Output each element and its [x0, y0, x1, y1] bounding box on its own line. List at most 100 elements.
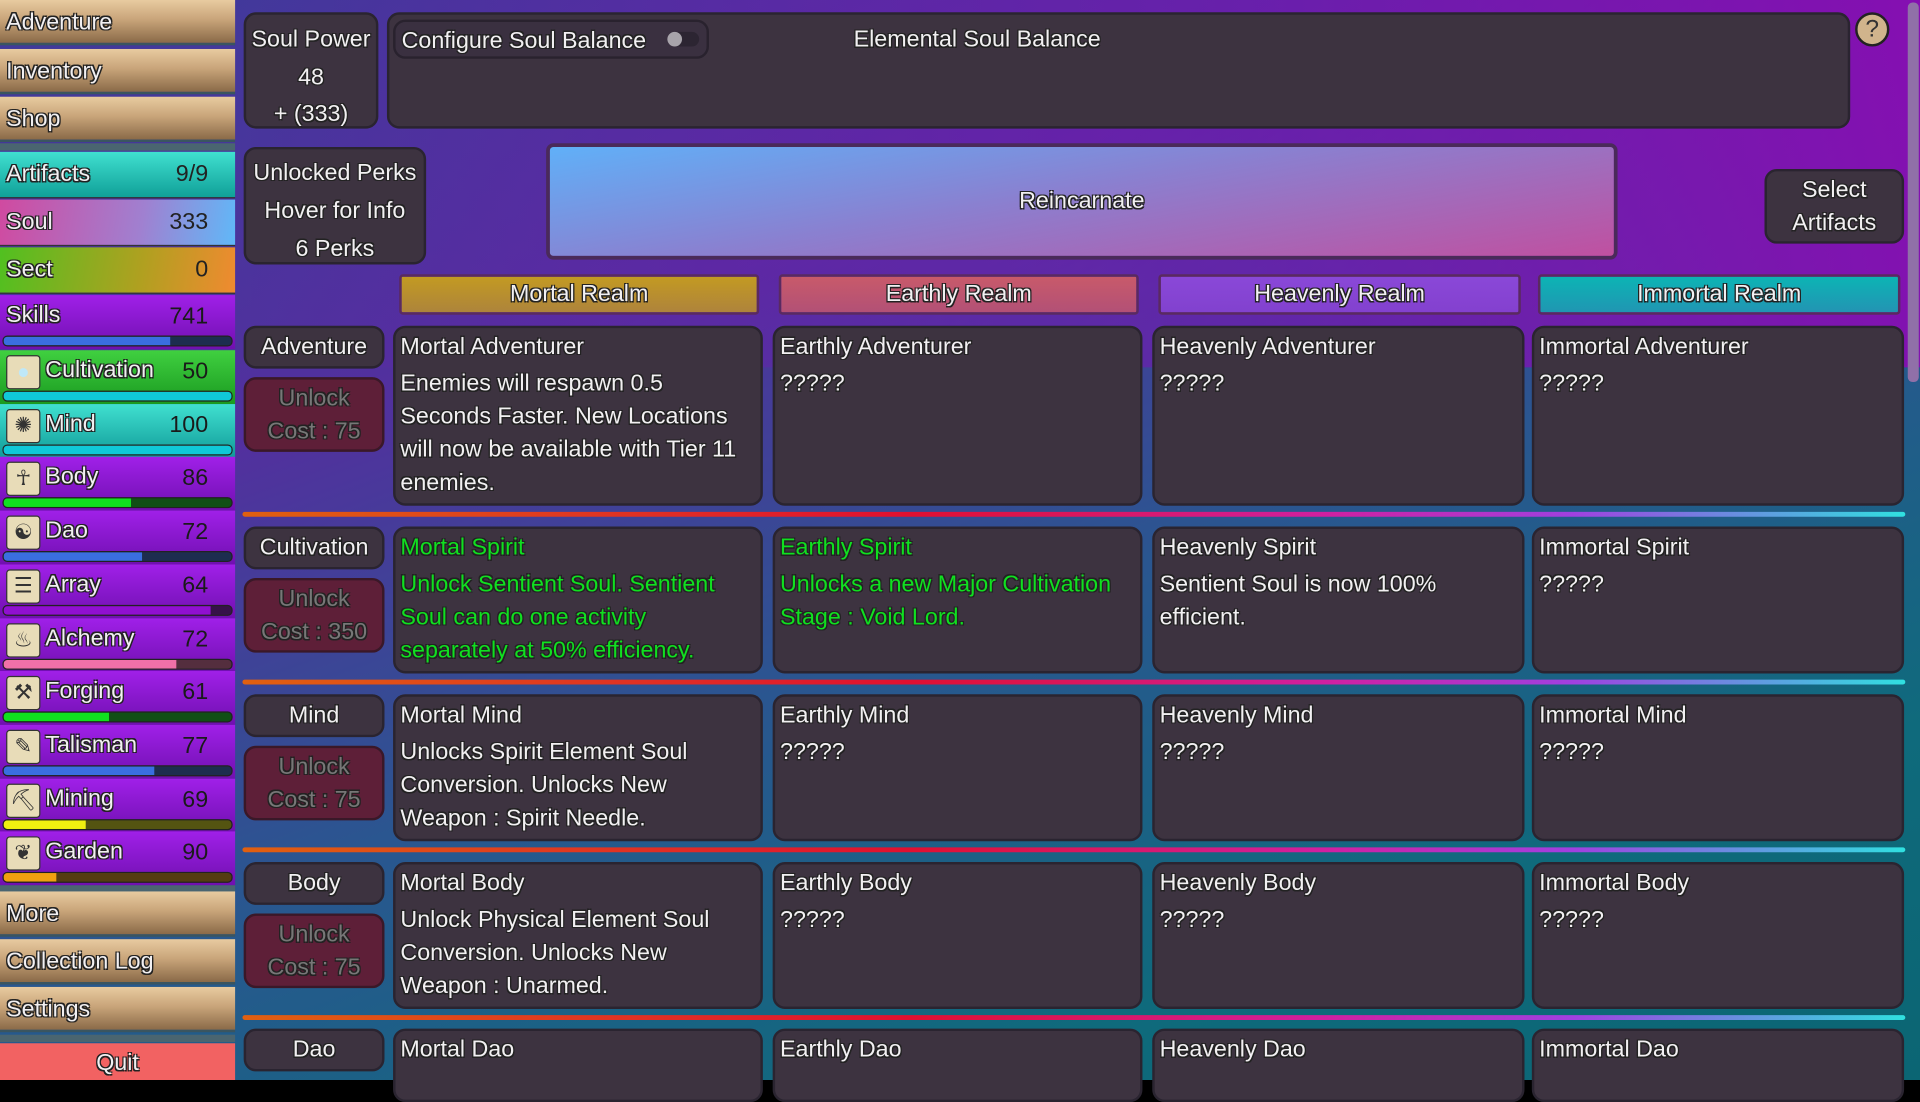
brain-icon: ✺	[6, 408, 41, 443]
unlock-button-body[interactable]: Unlock Cost : 75	[243, 913, 385, 989]
perk-title: Immortal Adventurer	[1539, 334, 1749, 361]
progress-bar	[2, 497, 233, 509]
skill-cultivation[interactable]: ● Cultivation 50	[0, 350, 236, 405]
perk-title: Mortal Spirit	[400, 535, 525, 561]
perk-cell[interactable]: Immortal Dao	[1531, 1028, 1905, 1102]
perk-description: ?????	[1539, 907, 1604, 934]
sidebar-divider	[0, 885, 236, 892]
soul-power-title: Soul Power	[251, 26, 371, 53]
perk-cell[interactable]: Mortal Dao	[393, 1028, 763, 1102]
row-separator	[242, 1015, 1906, 1021]
perk-cell[interactable]: Heavenly Adventurer?????	[1152, 325, 1525, 506]
perk-title: Heavenly Mind	[1159, 702, 1314, 729]
progress-bar	[2, 818, 233, 830]
bagua-icon: ☰	[6, 569, 41, 604]
perk-cell[interactable]: Earthly Spirit Unlocks a new Major Cultiv…	[772, 526, 1143, 674]
perk-cell[interactable]: Immortal Spirit?????	[1531, 526, 1905, 674]
unlock-button-mind[interactable]: Unlock Cost : 75	[243, 745, 385, 821]
perk-title: Mortal Dao	[400, 1037, 515, 1063]
perk-cell[interactable]: Mortal Mind Unlocks Spirit Element Soul C…	[393, 694, 763, 842]
perk-cell[interactable]: Heavenly Spirit Sentient Soul is now 100%…	[1152, 526, 1525, 674]
body-icon: ☥	[6, 462, 41, 497]
perk-title: Heavenly Dao	[1159, 1037, 1306, 1063]
skill-label: Mind	[45, 411, 96, 437]
perk-cell[interactable]: Mortal Spirit Unlock Sentient Soul. Senti…	[393, 526, 763, 674]
perk-cell[interactable]: Earthly Dao	[772, 1028, 1143, 1102]
select-artifacts-button[interactable]: Select Artifacts	[1764, 168, 1905, 244]
scrollbar-thumb[interactable]	[1907, 2, 1919, 383]
help-icon[interactable]: ?	[1855, 12, 1890, 47]
skills-header[interactable]: Skills 741	[0, 295, 236, 349]
row-separator	[242, 511, 1906, 517]
resource-artifacts[interactable]: Artifacts 9/9	[0, 151, 236, 199]
perks-hint: Hover for Info	[264, 198, 406, 225]
skill-mining[interactable]: ⛏ Mining 69	[0, 778, 236, 833]
perk-title: Mortal Mind	[400, 702, 522, 729]
perk-description: Unlocks a new Major Cultivation Stage : …	[780, 571, 1112, 631]
progress-fill	[3, 552, 143, 561]
skill-forging[interactable]: ⚒ Forging 61	[0, 671, 236, 726]
progress-bar	[2, 658, 233, 670]
skill-level: 100	[169, 412, 209, 438]
perk-title: Heavenly Spirit	[1159, 535, 1317, 561]
nav-collection-log[interactable]: Collection Log	[0, 939, 236, 985]
skill-mind[interactable]: ✺ Mind 100	[0, 403, 236, 458]
perk-cell[interactable]: Earthly Adventurer?????	[772, 325, 1143, 506]
skill-level: 77	[182, 733, 209, 760]
perk-cell[interactable]: Heavenly Mind?????	[1152, 694, 1525, 842]
skill-dao[interactable]: ☯ Dao 72	[0, 510, 236, 565]
perk-cell[interactable]: Heavenly Body?????	[1152, 862, 1525, 1009]
skill-level: 50	[182, 358, 209, 385]
perk-cell[interactable]: Earthly Body?????	[772, 862, 1143, 1009]
orb-icon: ●	[6, 355, 41, 390]
toggle-knob[interactable]	[667, 31, 683, 47]
perk-cell[interactable]: Immortal Mind?????	[1531, 694, 1905, 842]
quit-button[interactable]: Quit	[0, 1043, 236, 1081]
resource-sect[interactable]: Sect 0	[0, 247, 236, 294]
unlocked-perks-panel[interactable]: Unlocked Perks Hover for Info 6 Perks	[243, 146, 427, 265]
unlock-button-adventure[interactable]: Unlock Cost : 75	[243, 377, 385, 452]
yin-yang-icon: ☯	[6, 515, 41, 550]
nav-adventure[interactable]: Adventure	[0, 0, 236, 46]
skill-talisman[interactable]: ✎ Talisman 77	[0, 724, 236, 779]
perk-title: Earthly Dao	[780, 1037, 902, 1063]
perk-cell[interactable]: Immortal Body?????	[1531, 862, 1905, 1009]
perk-title: Mortal Body	[400, 870, 525, 897]
sidebar-divider	[0, 1034, 236, 1043]
perk-title: Earthly Adventurer	[780, 334, 972, 361]
soul-power-panel: Soul Power 48 + (333)	[243, 12, 379, 129]
realm-header-mortal-realm: Mortal Realm	[399, 274, 760, 315]
perk-cell[interactable]: Earthly Mind?????	[772, 694, 1143, 842]
nav-shop[interactable]: Shop	[0, 96, 236, 143]
resource-soul[interactable]: Soul 333	[0, 199, 236, 247]
skill-level: 90	[182, 840, 209, 867]
skill-garden[interactable]: ❦ Garden 90	[0, 831, 236, 886]
progress-bar	[2, 444, 233, 456]
skills-total: 741	[169, 303, 209, 330]
nav-inventory[interactable]: Inventory	[0, 48, 236, 95]
unlock-button-cultivation[interactable]: Unlock Cost : 350	[243, 577, 385, 653]
skill-alchemy[interactable]: ♨ Alchemy 72	[0, 617, 236, 672]
perk-cell[interactable]: Immortal Adventurer?????	[1531, 325, 1905, 506]
perk-cell[interactable]: Heavenly Dao	[1152, 1028, 1525, 1102]
row-separator	[242, 679, 1906, 685]
nav-settings[interactable]: Settings	[0, 986, 236, 1033]
perk-description: Unlock Physical Element Soul Conversion.…	[400, 907, 710, 1000]
perk-title: Earthly Mind	[780, 702, 910, 729]
perk-title: Immortal Body	[1539, 870, 1690, 897]
skill-body[interactable]: ☥ Body 86	[0, 457, 236, 512]
row-separator	[242, 847, 1906, 853]
row-label-dao: Dao	[243, 1028, 385, 1072]
unlock-cost: Cost : 350	[261, 619, 368, 646]
perk-cell[interactable]: Mortal Adventurer Enemies will respawn 0.…	[393, 325, 763, 506]
progress-fill	[3, 391, 232, 401]
perk-cell[interactable]: Mortal Body Unlock Physical Element Soul …	[393, 862, 763, 1009]
reincarnate-button[interactable]: Reincarnate	[546, 143, 1618, 260]
realm-header-immortal-realm: Immortal Realm	[1537, 274, 1901, 315]
realm-header-heavenly-realm: Heavenly Realm	[1158, 274, 1521, 315]
perk-description: ?????	[1539, 739, 1604, 766]
nav-more[interactable]: More	[0, 891, 236, 937]
configure-soul-balance-toggle[interactable]: Configure Soul Balance	[393, 19, 709, 59]
skill-array[interactable]: ☰ Array 64	[0, 564, 236, 619]
row-label-adventure: Adventure	[243, 325, 385, 369]
